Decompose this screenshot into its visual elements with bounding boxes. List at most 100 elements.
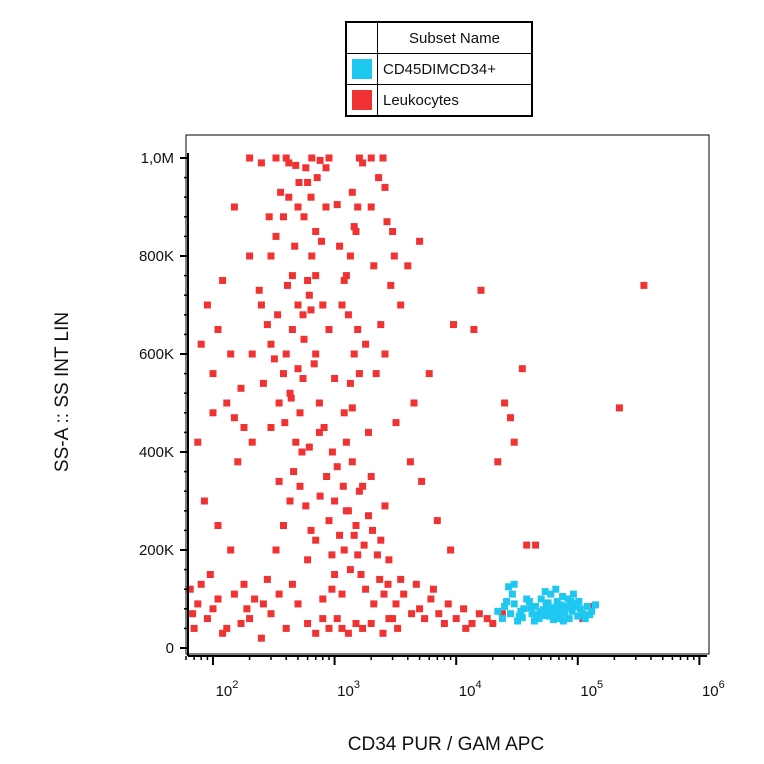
point-leukocytes [313,174,321,182]
point-cd45dimcd34- [494,607,502,615]
point-leukocytes [387,281,395,289]
point-leukocytes [223,624,231,632]
point-cd45dimcd34- [546,605,554,613]
point-leukocytes [267,610,275,618]
point-leukocytes [342,272,350,280]
y-tick-label: 400K [139,444,174,461]
point-leukocytes [389,615,397,623]
point-leukocytes [237,384,245,392]
point-leukocytes [362,340,370,348]
point-leukocytes [397,575,405,583]
point-leukocytes [290,468,298,476]
point-leukocytes [203,301,211,309]
point-leukocytes [462,624,470,632]
x-tick-base: 10 [216,683,233,700]
point-leukocytes [300,213,308,221]
point-leukocytes [292,161,300,169]
point-cd45dimcd34- [501,602,509,610]
point-leukocytes [384,580,392,588]
point-leukocytes [315,428,323,436]
point-cd45dimcd34- [557,606,565,614]
point-cd45dimcd34- [559,593,567,600]
y-axis-title: SS-A :: SS INT LIN [52,312,73,472]
point-leukocytes [323,473,331,480]
point-leukocytes [359,159,367,167]
point-leukocytes [408,610,416,618]
point-leukocytes [270,355,278,363]
point-leukocytes [300,335,308,343]
point-leukocytes [291,242,299,250]
point-leukocytes [190,624,198,632]
point-cd45dimcd34- [562,602,570,610]
point-leukocytes [498,610,506,618]
point-leukocytes [257,301,265,309]
x-tick-label: 105 [580,679,603,700]
point-leukocytes [277,188,285,196]
point-leukocytes [348,458,356,466]
point-leukocytes [234,458,242,466]
x-tick-base: 10 [337,683,354,700]
point-cd45dimcd34- [575,598,583,605]
point-leukocytes [325,154,333,162]
point-leukocytes [352,228,360,235]
point-leukocytes [214,522,222,529]
point-leukocytes [209,409,217,417]
point-cd45dimcd34- [581,615,589,623]
point-cd45dimcd34- [559,617,567,625]
point-leukocytes [355,154,363,162]
point-leukocytes [286,497,294,505]
point-leukocytes [275,590,283,598]
point-leukocytes [397,301,405,309]
point-leukocytes [416,605,424,613]
point-leukocytes [354,203,362,211]
point-leukocytes [197,580,205,588]
point-leukocytes [246,252,254,260]
point-leukocytes [370,600,378,608]
point-cd45dimcd34- [508,590,516,598]
x-tick-exponent: 6 [719,679,725,691]
point-leukocytes [450,321,457,329]
x-tick-exponent: 2 [232,679,238,691]
point-leukocytes [357,571,365,578]
point-leukocytes [304,179,312,186]
point-leukocytes [296,409,304,417]
point-leukocytes [339,482,347,490]
x-tick-label: 106 [702,679,725,700]
point-leukocytes [385,556,393,564]
point-leukocytes [308,154,316,162]
point-leukocytes [340,277,348,284]
point-leukocytes [355,370,363,378]
point-leukocytes [346,252,354,260]
point-leukocytes [336,242,344,250]
point-leukocytes [355,487,363,495]
point-leukocytes [274,311,282,319]
point-leukocytes [344,311,352,319]
point-cd45dimcd34- [561,610,569,618]
point-leukocytes [200,497,208,505]
point-leukocytes [370,262,378,270]
point-leukocytes [380,590,388,598]
point-leukocytes [404,262,412,270]
y-tick-label: 0 [166,640,174,657]
point-leukocytes [288,580,296,588]
point-leukocytes [280,213,287,221]
point-leukocytes [319,595,327,603]
point-leukocytes [312,536,320,544]
point-leukocytes [272,546,280,554]
point-cd45dimcd34- [555,615,563,623]
legend: Subset Name CD45DIMCD34+ Leukocytes [345,21,533,117]
point-leukocytes [307,193,315,201]
point-leukocytes [248,438,256,446]
point-leukocytes [240,424,248,431]
point-leukocytes [265,213,273,221]
legend-item: Leukocytes [347,84,531,115]
point-cd45dimcd34- [510,580,518,588]
point-leukocytes [294,600,302,608]
point-leukocytes [322,164,330,172]
point-leukocytes [377,536,385,544]
point-leukocytes [348,188,356,196]
legend-label-cd45dimcd34: CD45DIMCD34+ [383,60,496,78]
point-leukocytes [510,438,518,446]
point-leukocytes [230,414,238,422]
point-leukocytes [389,228,397,235]
